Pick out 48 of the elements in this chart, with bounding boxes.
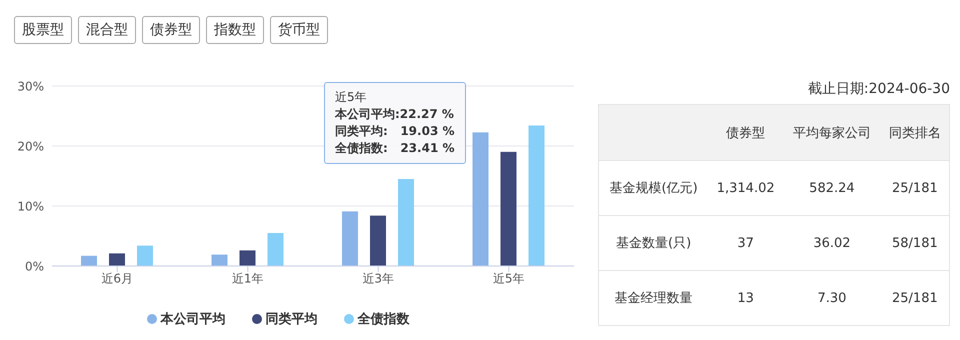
text: 37 bbox=[737, 236, 754, 250]
annotation: 近5年 bbox=[335, 89, 368, 106]
bar bbox=[398, 179, 414, 266]
y-tick-label: 10% bbox=[17, 199, 44, 214]
text: 25/181 bbox=[892, 290, 938, 306]
text: 混合型 bbox=[78, 16, 136, 44]
text: 债券型 bbox=[142, 16, 200, 44]
bar bbox=[240, 250, 256, 266]
x-tick-label: 近5年 bbox=[492, 272, 525, 286]
y-tick-label: 30% bbox=[17, 79, 44, 94]
text: 1,314.02 bbox=[716, 180, 775, 196]
bar bbox=[137, 246, 153, 266]
text: 指数型 bbox=[206, 16, 264, 44]
text: 13 bbox=[737, 290, 754, 306]
bar bbox=[212, 254, 228, 266]
category-label: 债券型 bbox=[708, 104, 784, 160]
text: 25/181 bbox=[892, 180, 938, 196]
category-label: 基金数量(只) bbox=[616, 236, 692, 251]
text: 36.02 bbox=[813, 236, 851, 250]
text: 货币型 bbox=[270, 16, 328, 44]
bar bbox=[109, 253, 125, 266]
legend-label: 全债指数 bbox=[358, 312, 410, 327]
annotation: 全债指数: 23.41 % bbox=[335, 140, 454, 157]
bar bbox=[268, 233, 284, 266]
text: 7.30 bbox=[817, 290, 846, 306]
bar bbox=[370, 216, 386, 266]
annotation: 同类平均: 19.03 % bbox=[335, 123, 454, 140]
y-tick-label: 0% bbox=[24, 259, 44, 274]
category-label: 同类排名 bbox=[880, 104, 950, 160]
annotation: 本公司平均:22.27 % bbox=[335, 106, 454, 123]
x-tick-label: 近6月 bbox=[101, 272, 134, 286]
text: 58/181 bbox=[892, 236, 938, 250]
category-label: 平均每家公司 bbox=[783, 104, 881, 160]
bar bbox=[528, 126, 544, 266]
bar bbox=[81, 256, 97, 266]
bar bbox=[500, 152, 516, 266]
x-tick-label: 近3年 bbox=[362, 272, 394, 286]
text: 582.24 bbox=[809, 180, 855, 196]
text: 截止日期:2024-06-30 bbox=[808, 80, 950, 98]
category-label: 基金规模(亿元) bbox=[610, 181, 698, 196]
legend-label: 本公司平均 bbox=[160, 312, 226, 327]
bar bbox=[472, 132, 488, 266]
x-tick-label: 近1年 bbox=[232, 272, 264, 286]
y-tick-label: 20% bbox=[17, 139, 44, 154]
text: 股票型 bbox=[14, 16, 72, 44]
legend-label: 同类平均 bbox=[266, 312, 318, 327]
category-label: 基金经理数量 bbox=[614, 291, 693, 306]
bar bbox=[342, 211, 358, 266]
